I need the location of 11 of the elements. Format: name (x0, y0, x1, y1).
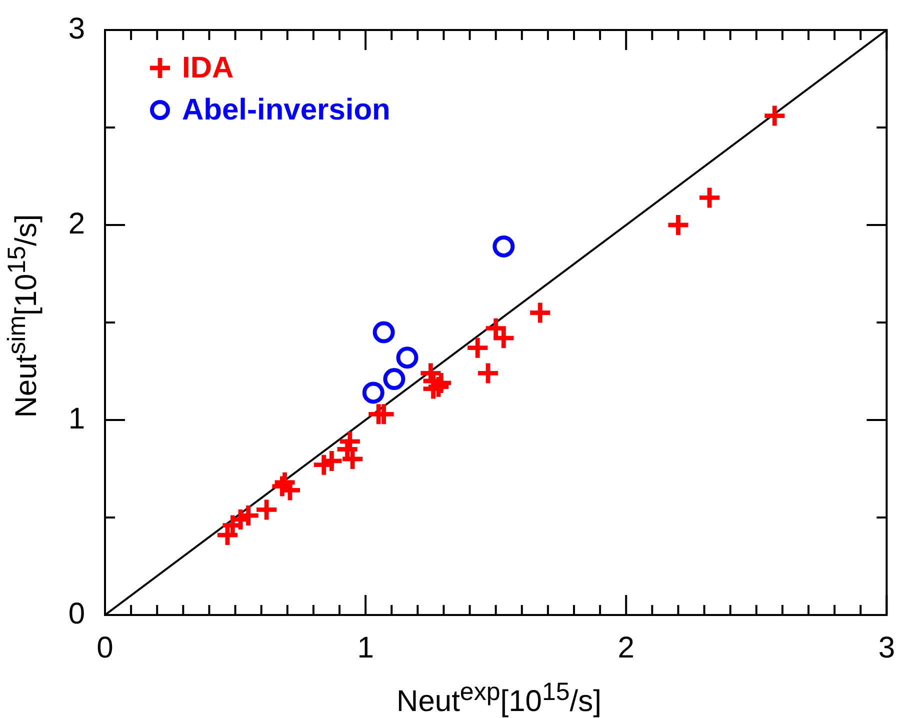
x-tick-label: 0 (96, 631, 114, 664)
y-tick-label: 0 (68, 597, 85, 630)
x-tick-label: 1 (357, 631, 374, 664)
x-axis-title: Neut$^{exp}$[10$^{15}$/s] (396, 677, 602, 718)
legend-label: IDA (182, 51, 234, 84)
legend-label: Abel-inversion (182, 93, 390, 126)
y-tick-label: 3 (68, 12, 85, 46)
y-tick-label: 1 (68, 402, 85, 436)
x-tick-label: 3 (878, 631, 895, 664)
y-tick-label: 2 (68, 207, 85, 240)
x-tick-label: 2 (618, 631, 634, 664)
